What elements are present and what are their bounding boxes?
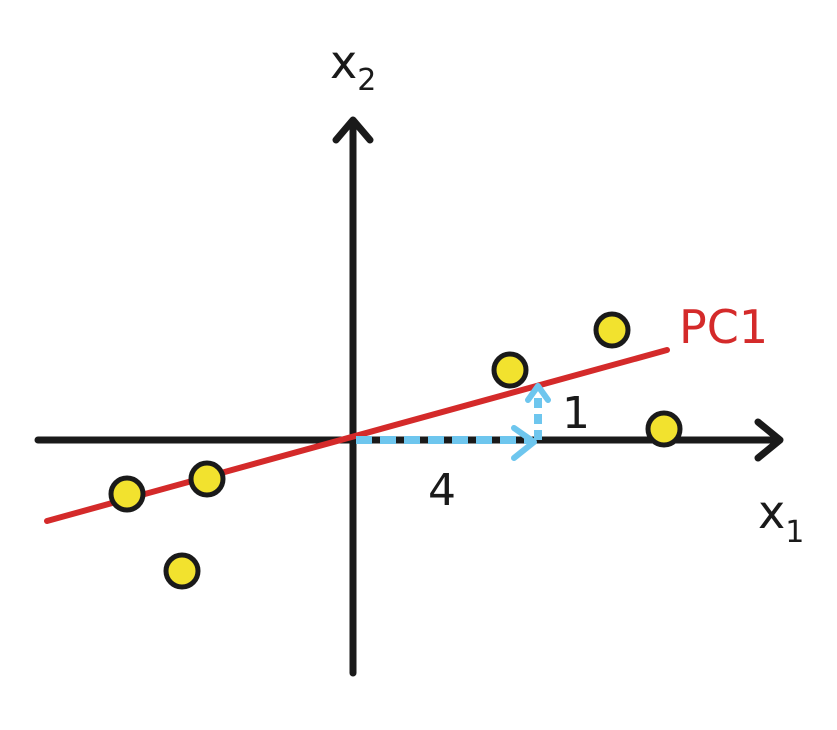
vector-vertical-arrowhead [525, 383, 551, 403]
vector-horizontal-arrowhead [511, 425, 537, 461]
x2-axis-label-subscript: 2 [357, 63, 376, 98]
x1-axis-label: x1 [758, 485, 804, 550]
data-point [163, 552, 201, 590]
pc1-label: PC1 [679, 300, 768, 354]
x1-axis-label-subscript: 1 [785, 515, 804, 550]
data-point [108, 475, 146, 513]
data-point [593, 311, 631, 349]
data-point [188, 460, 226, 498]
vector-vertical-label: 1 [562, 388, 590, 439]
x1-axis-label-base: x [758, 485, 785, 539]
x2-axis-arrowhead [332, 116, 374, 144]
vector-horizontal-label: 4 [428, 465, 456, 516]
x2-axis-label-base: x [330, 35, 357, 89]
pc1-line [44, 347, 670, 524]
x2-axis-label: x2 [330, 35, 376, 98]
x1-axis-arrowhead [754, 418, 784, 462]
data-point [645, 410, 683, 448]
data-point [491, 351, 529, 389]
